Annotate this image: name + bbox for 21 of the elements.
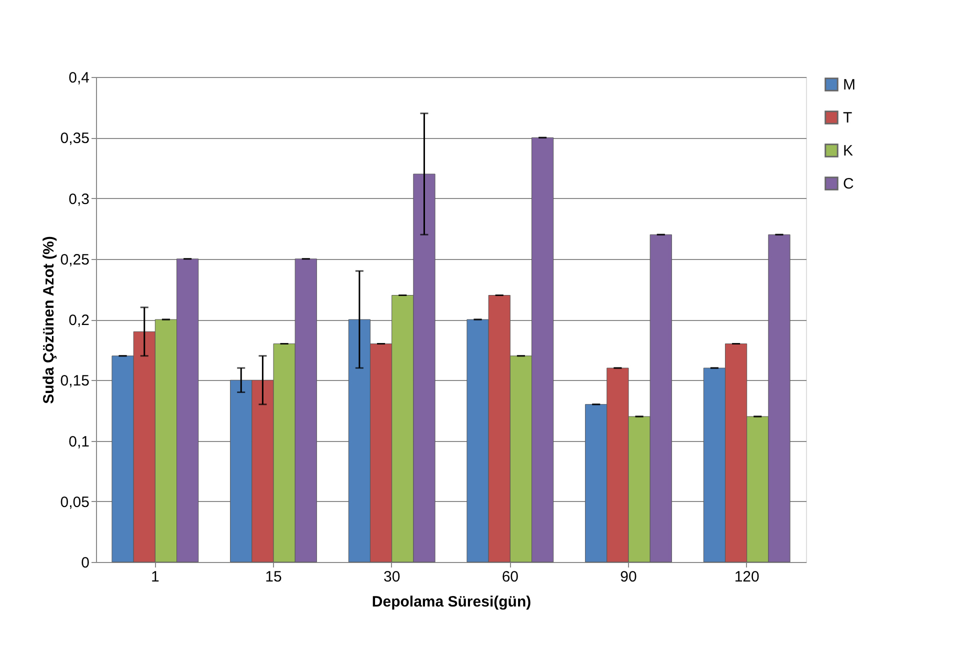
x-tick-label: 15 [265, 568, 282, 586]
legend-label: K [843, 142, 854, 160]
y-axis-title: Suda Çözünen Azot (%) [40, 236, 58, 404]
y-tick-label: 0,25 [60, 251, 90, 268]
x-axis-title: Depolama Süresi(gün) [372, 594, 532, 610]
x-tick-label: 90 [620, 568, 637, 586]
y-tick-label: 0,3 [68, 190, 90, 208]
legend-label: M [843, 76, 856, 94]
y-tick-label: 0,1 [68, 433, 90, 450]
y-tick-label: 0,05 [60, 494, 90, 511]
legend-label: T [843, 110, 852, 126]
legend-label: C [843, 176, 854, 192]
y-tick-label: 0,15 [60, 372, 90, 390]
y-tick-label: 0,2 [68, 312, 90, 329]
y-tick-label: 0 [81, 554, 90, 572]
x-tick-label: 120 [734, 568, 760, 586]
y-tick-label: 0,35 [60, 130, 90, 148]
x-tick-label: 60 [502, 568, 519, 586]
x-tick-label: 30 [383, 568, 400, 586]
y-tick-label: 0,4 [68, 70, 90, 86]
x-tick-label: 1 [150, 568, 160, 586]
